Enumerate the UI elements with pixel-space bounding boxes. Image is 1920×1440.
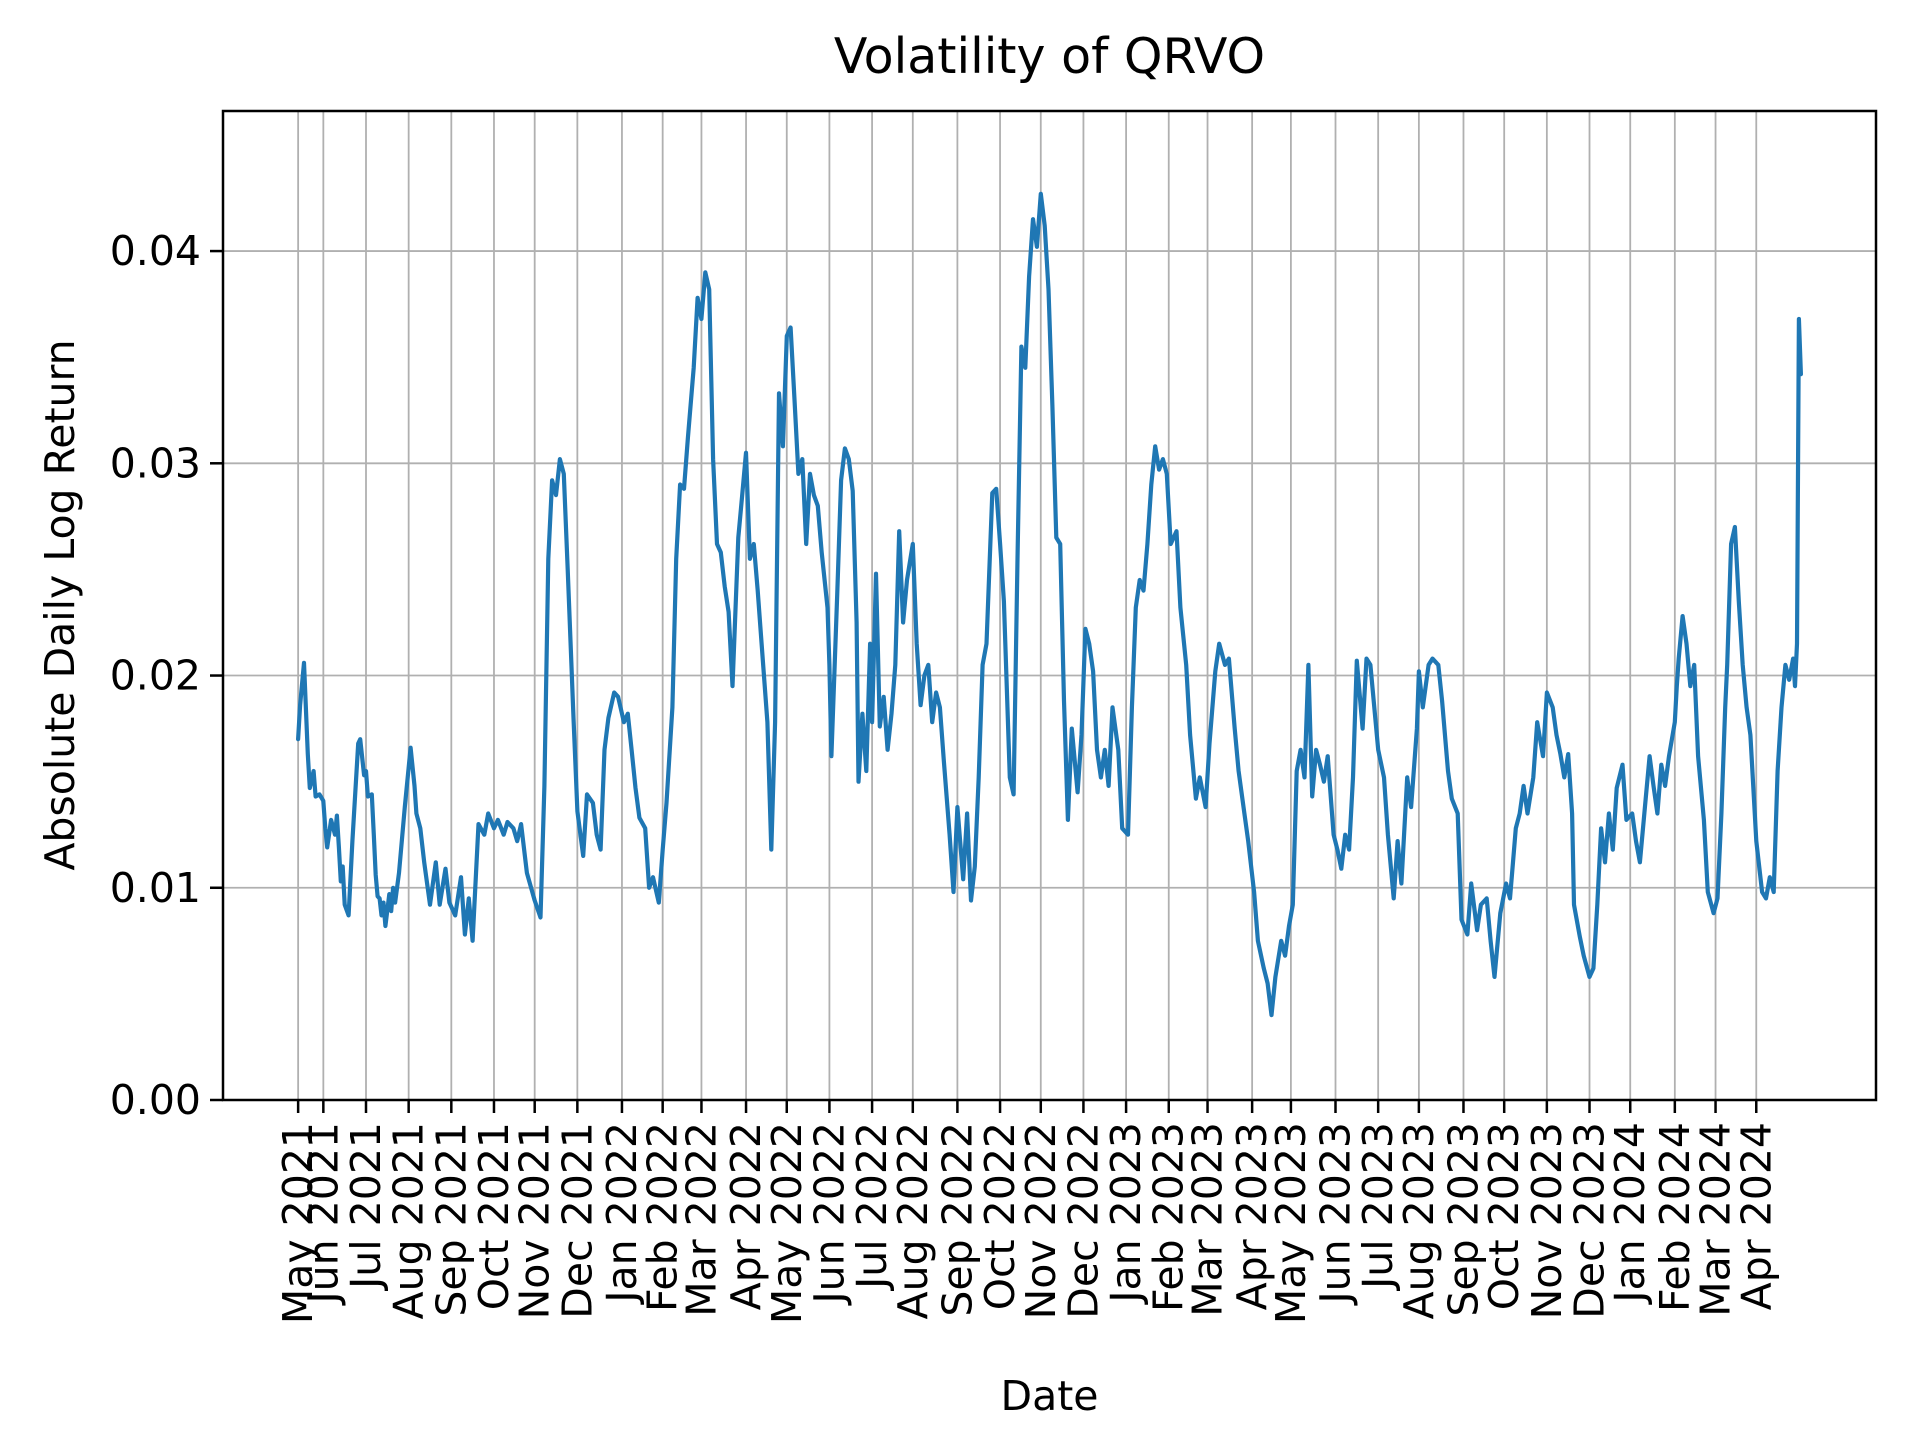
x-tick-label: Apr 2022 bbox=[722, 1122, 770, 1310]
y-axis-label: Absolute Daily Log Return bbox=[36, 339, 84, 871]
x-tick-label: Dec 2022 bbox=[1059, 1122, 1107, 1319]
x-tick-label: Mar 2024 bbox=[1692, 1122, 1740, 1317]
x-tick-label: Mar 2022 bbox=[677, 1122, 725, 1317]
x-tick-label: Jan 2023 bbox=[1102, 1122, 1150, 1306]
x-tick-label: Oct 2021 bbox=[470, 1122, 518, 1310]
x-tick-label: Jul 2021 bbox=[342, 1122, 390, 1292]
x-tick-label: May 2023 bbox=[1267, 1122, 1315, 1324]
x-axis-label: Date bbox=[1000, 1372, 1099, 1420]
x-tick-label: Jan 2022 bbox=[598, 1122, 646, 1306]
x-tick-label: Oct 2022 bbox=[976, 1122, 1024, 1310]
volatility-line bbox=[296, 191, 1804, 1018]
x-tick-label: Sep 2023 bbox=[1439, 1122, 1487, 1317]
x-tick-label: Feb 2024 bbox=[1651, 1122, 1699, 1312]
y-tick-label: 0.00 bbox=[110, 1076, 201, 1124]
x-tick-label: Oct 2023 bbox=[1480, 1122, 1528, 1310]
plot-spines bbox=[221, 109, 1878, 1102]
x-tick-label: Nov 2023 bbox=[1523, 1122, 1571, 1319]
x-tick-label: Dec 2021 bbox=[553, 1122, 601, 1319]
x-tick-label: Dec 2023 bbox=[1566, 1122, 1614, 1319]
x-tick-label: Nov 2021 bbox=[511, 1122, 559, 1319]
x-tick-label: Feb 2022 bbox=[639, 1122, 687, 1312]
x-tick-label: Jun 2022 bbox=[805, 1122, 853, 1306]
x-tick-label: May 2022 bbox=[763, 1122, 811, 1324]
x-tick-label: Mar 2023 bbox=[1184, 1122, 1232, 1317]
x-tick-label: Aug 2021 bbox=[385, 1122, 433, 1319]
y-tick-label: 0.01 bbox=[110, 864, 201, 912]
x-tick-label: Feb 2023 bbox=[1145, 1122, 1193, 1312]
y-tick-label: 0.02 bbox=[110, 652, 201, 700]
y-tick-label: 0.03 bbox=[110, 439, 201, 487]
chart-title: Volatility of QRVO bbox=[833, 28, 1266, 85]
x-tick-label: Nov 2022 bbox=[1017, 1122, 1065, 1319]
x-tick-label: Jun 2023 bbox=[1312, 1122, 1360, 1306]
x-tick-label: Apr 2024 bbox=[1732, 1122, 1780, 1310]
x-tick-label: Jul 2022 bbox=[848, 1122, 896, 1292]
x-tick-label: Aug 2022 bbox=[889, 1122, 937, 1319]
y-tick-label: 0.04 bbox=[110, 227, 201, 275]
x-tick-label: Jan 2024 bbox=[1606, 1122, 1654, 1306]
x-tick-label: May 2021 bbox=[274, 1122, 322, 1324]
x-tick-label: Jun 2021 bbox=[299, 1122, 347, 1306]
x-tick-label: Aug 2023 bbox=[1395, 1122, 1443, 1319]
x-tick-label: Sep 2022 bbox=[933, 1122, 981, 1317]
x-tick-label: Jul 2023 bbox=[1354, 1122, 1402, 1292]
x-tick-label: Sep 2021 bbox=[427, 1122, 475, 1317]
x-tick-label: Apr 2023 bbox=[1228, 1122, 1276, 1310]
